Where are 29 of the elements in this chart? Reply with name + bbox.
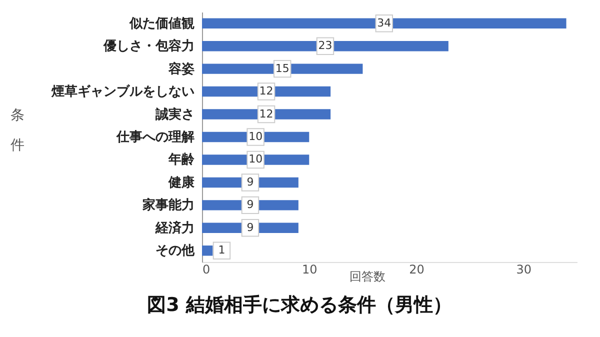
x-tick-label: 0: [202, 262, 210, 276]
text: 図3 結婚相手に求める条件（男性）: [147, 294, 452, 316]
y-tick-label: 優しさ・包容力: [102, 38, 194, 54]
data-label: 15: [275, 62, 290, 75]
data-label: 23: [318, 39, 332, 52]
data-label: 34: [377, 16, 392, 30]
y-tick-label: 仕事への理解: [116, 130, 194, 145]
x-tick-label: 20: [409, 262, 424, 276]
y-tick-label: その他: [156, 244, 196, 259]
y-tick-label: 似た価値観: [128, 16, 194, 32]
x-axis-title: 回答数: [350, 270, 386, 284]
x-tick-label: 30: [516, 262, 532, 276]
data-label: 10: [248, 152, 263, 166]
x-tick-label: 10: [302, 262, 318, 276]
data-label: 10: [248, 130, 263, 143]
data-label: 9: [246, 220, 254, 234]
data-label: 1: [218, 244, 226, 257]
y-axis-title: 条件: [10, 108, 24, 154]
data-label: 12: [259, 107, 274, 120]
y-tick-label: 経済力: [154, 220, 194, 236]
data-label: 9: [246, 175, 254, 188]
y-tick-label: 容姿: [168, 60, 194, 77]
y-tick-label: 家事能力: [142, 197, 194, 214]
y-tick-label: 年齢: [168, 152, 196, 168]
data-label: 9: [246, 198, 254, 212]
data-label: 12: [259, 84, 274, 98]
y-tick-label: 健康: [168, 174, 196, 190]
y-tick-label: 誠実さ: [154, 106, 194, 122]
y-tick-label: 煙草ギャンブルをしない: [50, 84, 194, 100]
